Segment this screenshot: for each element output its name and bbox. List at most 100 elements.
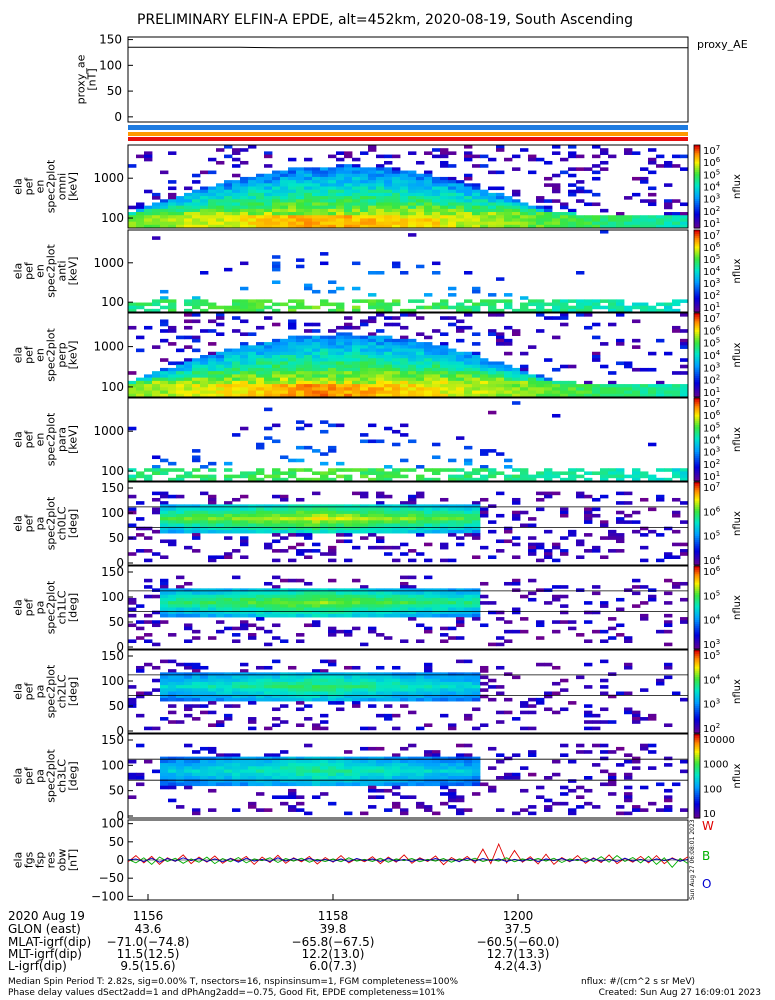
heatmap-cell bbox=[472, 529, 481, 534]
heatmap-cell bbox=[360, 319, 369, 324]
panel-frame bbox=[127, 397, 689, 482]
heatmap-cell bbox=[504, 205, 513, 210]
heatmap-cell bbox=[576, 542, 585, 547]
heatmap-cell bbox=[320, 688, 329, 692]
heatmap-cell bbox=[480, 164, 489, 168]
colorbar-step bbox=[694, 371, 700, 375]
heatmap-cell bbox=[168, 526, 177, 531]
heatmap-cell bbox=[656, 678, 665, 683]
heatmap-cell bbox=[512, 384, 521, 388]
heatmap-cell bbox=[592, 355, 601, 359]
heatmap-cell bbox=[312, 675, 321, 680]
heatmap-cell bbox=[648, 218, 657, 223]
heatmap-cell bbox=[152, 374, 161, 379]
heatmap-cell bbox=[600, 659, 609, 664]
heatmap-cell bbox=[136, 691, 145, 696]
heatmap-cell bbox=[320, 199, 329, 203]
heatmap-cell bbox=[376, 694, 385, 699]
heatmap-cell bbox=[368, 681, 377, 686]
heatmap-cell bbox=[552, 380, 561, 385]
heatmap-cell bbox=[312, 691, 321, 696]
heatmap-cell bbox=[168, 380, 177, 385]
heatmap-cell bbox=[248, 681, 257, 686]
heatmap-cell bbox=[680, 549, 689, 553]
colorbar-step bbox=[694, 254, 700, 258]
heatmap-cell bbox=[440, 507, 449, 512]
heatmap-cell bbox=[232, 205, 241, 210]
heatmap-cell bbox=[392, 199, 401, 203]
heatmap-cell bbox=[392, 264, 401, 269]
heatmap-cell bbox=[440, 164, 449, 168]
heatmap-cell bbox=[288, 523, 297, 528]
heatmap-cell bbox=[352, 779, 361, 783]
heatmap-cell bbox=[360, 536, 369, 540]
heatmap-cell bbox=[456, 685, 465, 689]
heatmap-cell bbox=[352, 183, 361, 187]
heatmap-cell bbox=[544, 477, 553, 482]
heatmap-cell bbox=[624, 151, 633, 155]
colorbar-tick-label: 103 bbox=[703, 446, 720, 459]
heatmap-cell bbox=[472, 351, 481, 356]
heatmap-cell bbox=[632, 151, 641, 155]
heatmap-cell bbox=[488, 157, 497, 162]
heatmap-cell bbox=[392, 218, 401, 223]
heatmap-cell bbox=[256, 591, 265, 596]
heatmap-cell bbox=[432, 610, 441, 615]
heatmap-cell bbox=[296, 374, 305, 379]
heatmap-cell bbox=[208, 367, 217, 372]
heatmap-cell bbox=[400, 591, 409, 596]
heatmap-cell bbox=[208, 364, 217, 369]
heatmap-cell bbox=[248, 212, 257, 216]
heatmap-cell bbox=[264, 474, 273, 479]
heatmap-cell bbox=[376, 633, 385, 637]
heatmap-cell bbox=[440, 196, 449, 200]
heatmap-cell bbox=[480, 199, 489, 203]
heatmap-cell bbox=[200, 212, 209, 216]
colorbar-step bbox=[694, 472, 700, 476]
heatmap-cell bbox=[264, 361, 273, 366]
heatmap-cell bbox=[488, 371, 497, 375]
heatmap-cell bbox=[376, 536, 385, 540]
heatmap-cell bbox=[560, 170, 569, 175]
heatmap-cell bbox=[240, 186, 249, 191]
heatmap-cell bbox=[192, 367, 201, 372]
heatmap-cell bbox=[256, 380, 265, 385]
heatmap-cell bbox=[160, 199, 169, 203]
heatmap-cell bbox=[288, 387, 297, 391]
heatmap-cell bbox=[216, 332, 225, 337]
heatmap-cell bbox=[272, 264, 281, 269]
heatmap-cell bbox=[256, 681, 265, 686]
heatmap-cell bbox=[208, 377, 217, 382]
heatmap-cell bbox=[408, 299, 417, 303]
heatmap-cell bbox=[504, 338, 513, 343]
heatmap-cell bbox=[344, 678, 353, 683]
heatmap-cell bbox=[128, 380, 137, 385]
heatmap-cell bbox=[184, 196, 193, 200]
heatmap-cell bbox=[456, 474, 465, 479]
heatmap-cell bbox=[400, 691, 409, 696]
heatmap-cell bbox=[616, 215, 625, 219]
heatmap-cell bbox=[312, 526, 321, 531]
heatmap-cell bbox=[416, 510, 425, 515]
heatmap-cell bbox=[304, 513, 313, 518]
heatmap-cell bbox=[208, 759, 217, 764]
heatmap-cell bbox=[680, 202, 689, 207]
ylabel-line: en bbox=[34, 264, 47, 278]
heatmap-cell bbox=[368, 601, 377, 605]
heatmap-cell bbox=[312, 523, 321, 528]
heatmap-cell bbox=[376, 374, 385, 379]
heatmap-cell bbox=[496, 218, 505, 223]
colorbar-step bbox=[694, 336, 700, 339]
heatmap-cell bbox=[328, 601, 337, 605]
heatmap-cell bbox=[400, 308, 409, 313]
heatmap-cell bbox=[304, 218, 313, 223]
heatmap-cell bbox=[128, 426, 137, 431]
heatmap-cell bbox=[200, 224, 209, 229]
y-tick-label: 50 bbox=[109, 615, 124, 629]
heatmap-cell bbox=[616, 302, 625, 307]
heatmap-cell bbox=[616, 501, 625, 505]
heatmap-cell bbox=[520, 202, 529, 207]
heatmap-cell bbox=[376, 763, 385, 767]
heatmap-cell bbox=[304, 202, 313, 207]
heatmap-cell bbox=[440, 186, 449, 191]
